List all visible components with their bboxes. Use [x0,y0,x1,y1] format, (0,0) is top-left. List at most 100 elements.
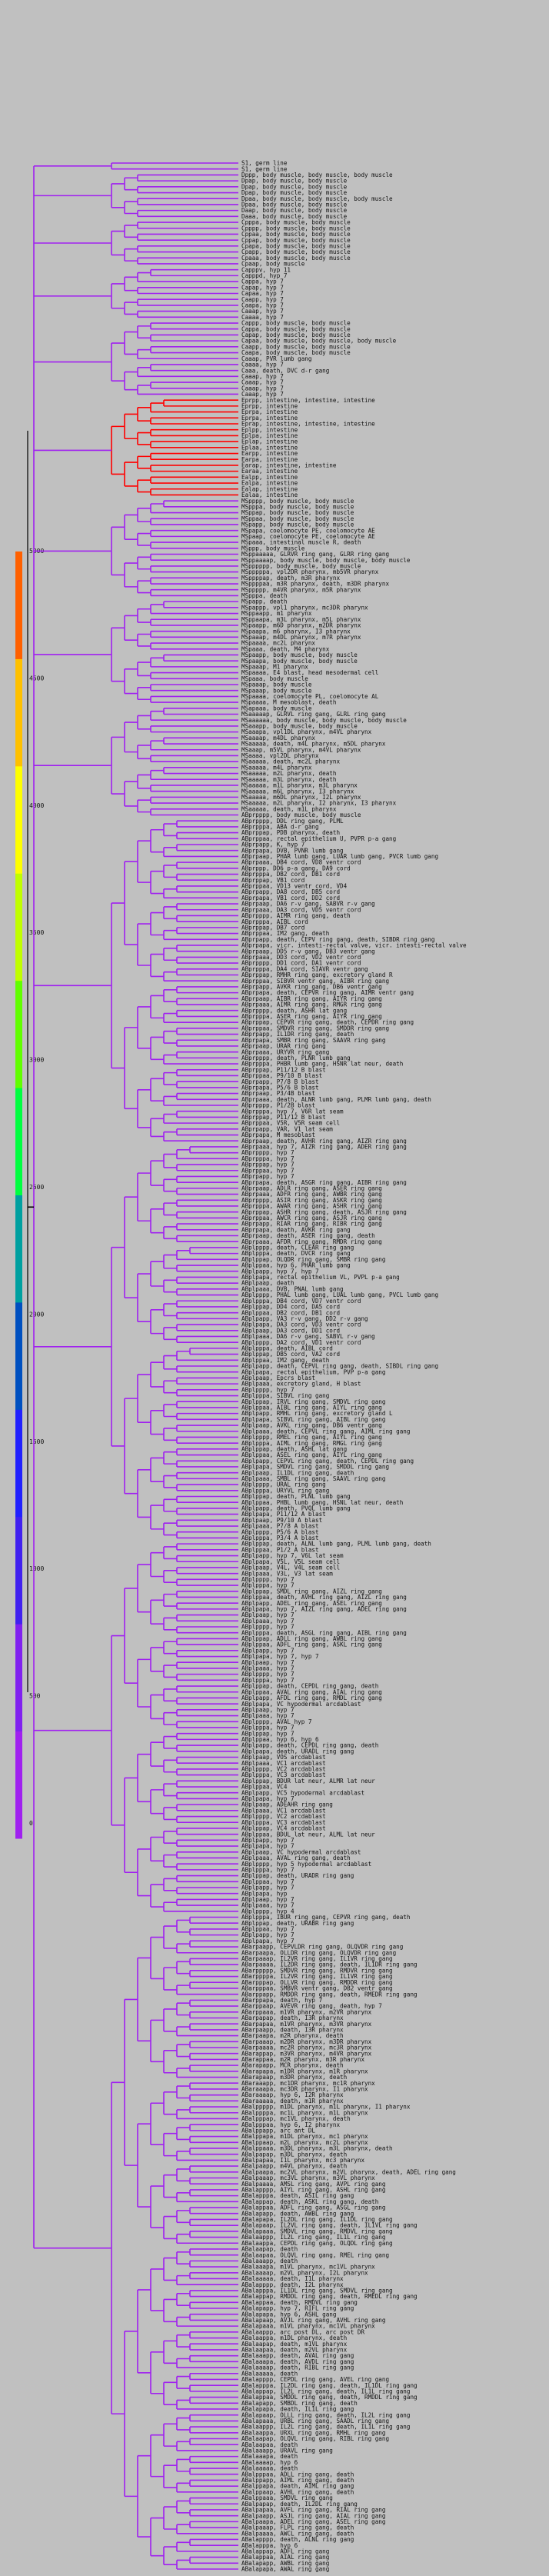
leaf-label: ABaraaaaa, death, m1R pharynx [241,2098,344,2104]
leaf-label: MSppaapp, m1 pharynx [241,610,312,617]
leaf-label: ABprpapp, hyp 7 [241,1173,294,1180]
leaf-label: Ealpp, intestine [241,474,298,481]
leaf-label: ABplpaaa, death, CEPVL ring gang, AIML r… [241,1428,410,1435]
scale-tick-label: 500 [29,1693,41,1700]
leaf-label: ABplpaap, VC hypodermal arcdablast [241,1848,361,1855]
leaf-label: ABplppaa, BDUL lat neur, ALML lat neur [241,1831,375,1838]
leaf-label: Caaaa, hyp 7 [241,314,284,321]
leaf-label: ABalaapaa, death [241,2441,298,2448]
leaf-label: Cpppa, body muscle, body muscle [241,219,351,226]
leaf-label: ABaraaapa, mc3DR pharynx, I1 pharynx [241,2086,368,2093]
leaf-label: S1, germ line [241,160,288,167]
leaf-label: ABplpaap, DA3 cord, DD1 cord [241,1327,340,1334]
leaf-label: MSaaaaa, m6DL pharynx, I2L pharynx [241,794,361,801]
leaf-label: ABarpaaaa, mc2R pharynx, mc3R pharynx [241,2044,372,2051]
leaf-label: ABalpppap, mc1VL pharynx, death [241,2115,351,2122]
leaf-label: ABprpapp, death, CEPV ring gang, death, … [241,936,434,943]
leaf-label: ABprppaa, hyp 7 [241,1167,294,1174]
leaf-label: ABalappap, death, ASKL ring gang, death [241,2198,378,2205]
leaf-label: ABprppaa, IM2 gang, death [241,930,329,937]
leaf-label: Cpaaa, body muscle, body muscle [241,255,351,262]
leaf-label: ABarppapp, RMDDR ring gang, death, RMEDR… [241,1991,418,1998]
leaf-label: MSaaaaa, m3L pharynx, death [241,776,336,783]
leaf-label: ABplpapp, hyp 7, hyp 7 [241,1268,319,1275]
scale-tick-label: 0 [29,1820,33,1827]
leaf-label: ABplpapp, death, CEPVL ring gang, death,… [241,1363,438,1370]
leaf-label: MSppppp, m4VR pharynx, m5R pharynx [241,586,361,593]
leaf-label: Dpap, body muscle, body muscle [241,178,348,185]
leaf-label: MSpaaaa, E4 blast, head mesodermal cell [241,669,378,676]
leaf-label: ABplppap, BDUR lat neur, ALMR lat neur [241,1778,375,1785]
leaf-label: ABplpppp, URAL ring gang [241,1481,326,1488]
scale-tick-label: 1000 [29,1565,44,1572]
leaf-label: Ealpa, intestine [241,480,298,487]
leaf-label: MSpppa, body muscle, body muscle [241,503,354,510]
scale-segment [15,980,22,1088]
leaf-label: ABplpapp, ADEL ring gang, ASEL ring gang [241,1600,382,1607]
leaf-label: ABprpapp, K, hyp 7 [241,841,304,848]
leaf-label: ABarapapp, MCR pharynx, death [241,2062,344,2069]
leaf-label: Daaa, body muscle, body muscle [241,213,348,220]
leaf-label: ABplppaa, AVAL ring gang, AIAL ring gang [241,1688,382,1695]
leaf-label: ABalaapaa, OLQVL ring gang, RMEL ring ga… [241,2251,389,2258]
leaf-label: ABplpppa, hyp 7 [241,1866,294,1873]
leaf-label: ABplppaa, ASEL ring gang, AIYL ring gang [241,1451,382,1458]
leaf-label: ABalapppa, death, ASIL ring gang [241,2192,354,2199]
leaf-label: ABalppppa, mc1L pharynx, m1L pharynx [241,2109,368,2116]
leaf-label: ABplpapp, RMHL ring gang, excretory glan… [241,1410,393,1417]
leaf-label: ABplpaaa, SMBL ring gang, SAAVL ring gan… [241,1475,385,1482]
leaf-label: Capaa, hyp 7 [241,290,284,297]
leaf-label: ABprpaaa, ADFR ring gang, AWBR ring gang [241,1191,382,1198]
leaf-label: MSaaaaa, m2L pharynx, death [241,770,336,777]
leaf-label: ABplpppa, VC3 arcdablast [241,1819,326,1826]
leaf-label: ABplpaap, P9/10 A blast [241,1517,322,1524]
leaf-label: ABplpapa, DA3 cord, VD3 ventr cord [241,1321,361,1328]
leaf-label: MSpaaap, body muscle [241,681,312,688]
leaf-label: Dpap, body muscle, body muscle [241,183,348,190]
leaf-label: ABarppaaa, m1VR pharynx, m2VR pharynx [241,2008,372,2015]
leaf-label: ABprpppp, DD1 cord, DA1 ventr cord [241,960,361,967]
leaf-label: ABplpaaa, hyp 7 [241,1618,294,1625]
leaf-label: ABprppap, P11/12 B blast [241,1066,326,1073]
scale-tick-label: 2500 [29,1184,44,1191]
leaf-label: ABprpppa, AWAR ring gang, ASHR ring gang [241,1203,382,1210]
leaf-label: ABalapapp, death, AWBL ring gang [241,2210,354,2217]
leaf-label: MSaaaaa, m4L pharynx [241,764,312,771]
leaf-label: ABplpppp, death, CLEAR ring gang [241,1245,354,1251]
leaf-label: ABprpppa, ABA d-r gang [241,823,319,830]
leaf-label: ABalpapap, death, IL2DL ring gang [241,2501,358,2508]
leaf-label: ABprpapa, M mesoblast [241,1131,315,1138]
leaf-label: ABalappap, ADFL ring gang [241,2548,329,2554]
leaf-label: Capaa, body muscle, body muscle, body mu… [241,338,397,345]
leaf-label: ABprpaap, ADLR ring gang, ASER ring gang [241,1185,382,1191]
leaf-label: ABplpaap, hyp 7 [241,1659,294,1666]
leaf-label: ABprpapa, SMBR ring gang, SAAVR ring gan… [241,1037,385,1044]
leaf-label: Capppd, hyp 7 [241,272,287,279]
leaf-label: ABplpapa, P11/12 A blast [241,1511,326,1518]
leaf-label: Caaap, hyp 7 [241,379,284,386]
leaf-label: ABprpapa, vicr. intesti-rectal valve, vi… [241,942,467,949]
scale-segment [15,1409,22,1518]
scale-segment [15,765,22,874]
leaf-label: ABprpppp, body muscle, body muscle [241,811,361,818]
leaf-label: Earaa, intestine [241,468,298,475]
leaf-label: MSaaapp, body muscle, body muscle [241,723,358,730]
leaf-label: ABalapaap, IL2VL ring gang, death, IL1VL… [241,2222,418,2229]
leaf-label: Earpa, intestine [241,456,298,463]
leaf-label: ABaraaaap, hyp 6, I2R pharynx [241,2091,344,2098]
leaf-label: ABalaappa, CEPDL ring gang, OLQDL ring g… [241,2240,393,2247]
leaf-label: Eprap, intestine, intestine, intestine [241,421,375,428]
leaf-label: ABprpapp, AVKR ring gang, DB6 ventr gang [241,984,382,991]
leaf-label: ABprppaa, VD13 ventr cord, VD4 [241,883,348,890]
leaf-label: ABarpaapp, death, I3R pharynx [241,2026,344,2033]
leaf-label: ABalapapa, IL2DL ring gang, IL1DL ring g… [241,2216,393,2223]
leaf-label: ABalaappp, arc post DL, arc post DR [241,2328,364,2335]
leaf-label: ABalaaaaa, death [241,2465,298,2472]
leaf-label: ABprppaa, rectal epithelium U, PVPR p-a … [241,835,396,842]
leaf-label: ABarppppa, IL2VR ring gang, IL1VR ring g… [241,1973,393,1980]
leaf-label: Capap, body muscle, body muscle [241,332,351,338]
scale-segment [15,1516,22,1625]
leaf-label: ABprpapa, death, CEPVR ring gang, AIMR v… [241,989,414,996]
leaf-label: ABarapapa, m1DR pharynx, m1R pharynx [241,2068,368,2074]
leaf-label: ABprppap, hyp 7 [241,1161,294,1168]
